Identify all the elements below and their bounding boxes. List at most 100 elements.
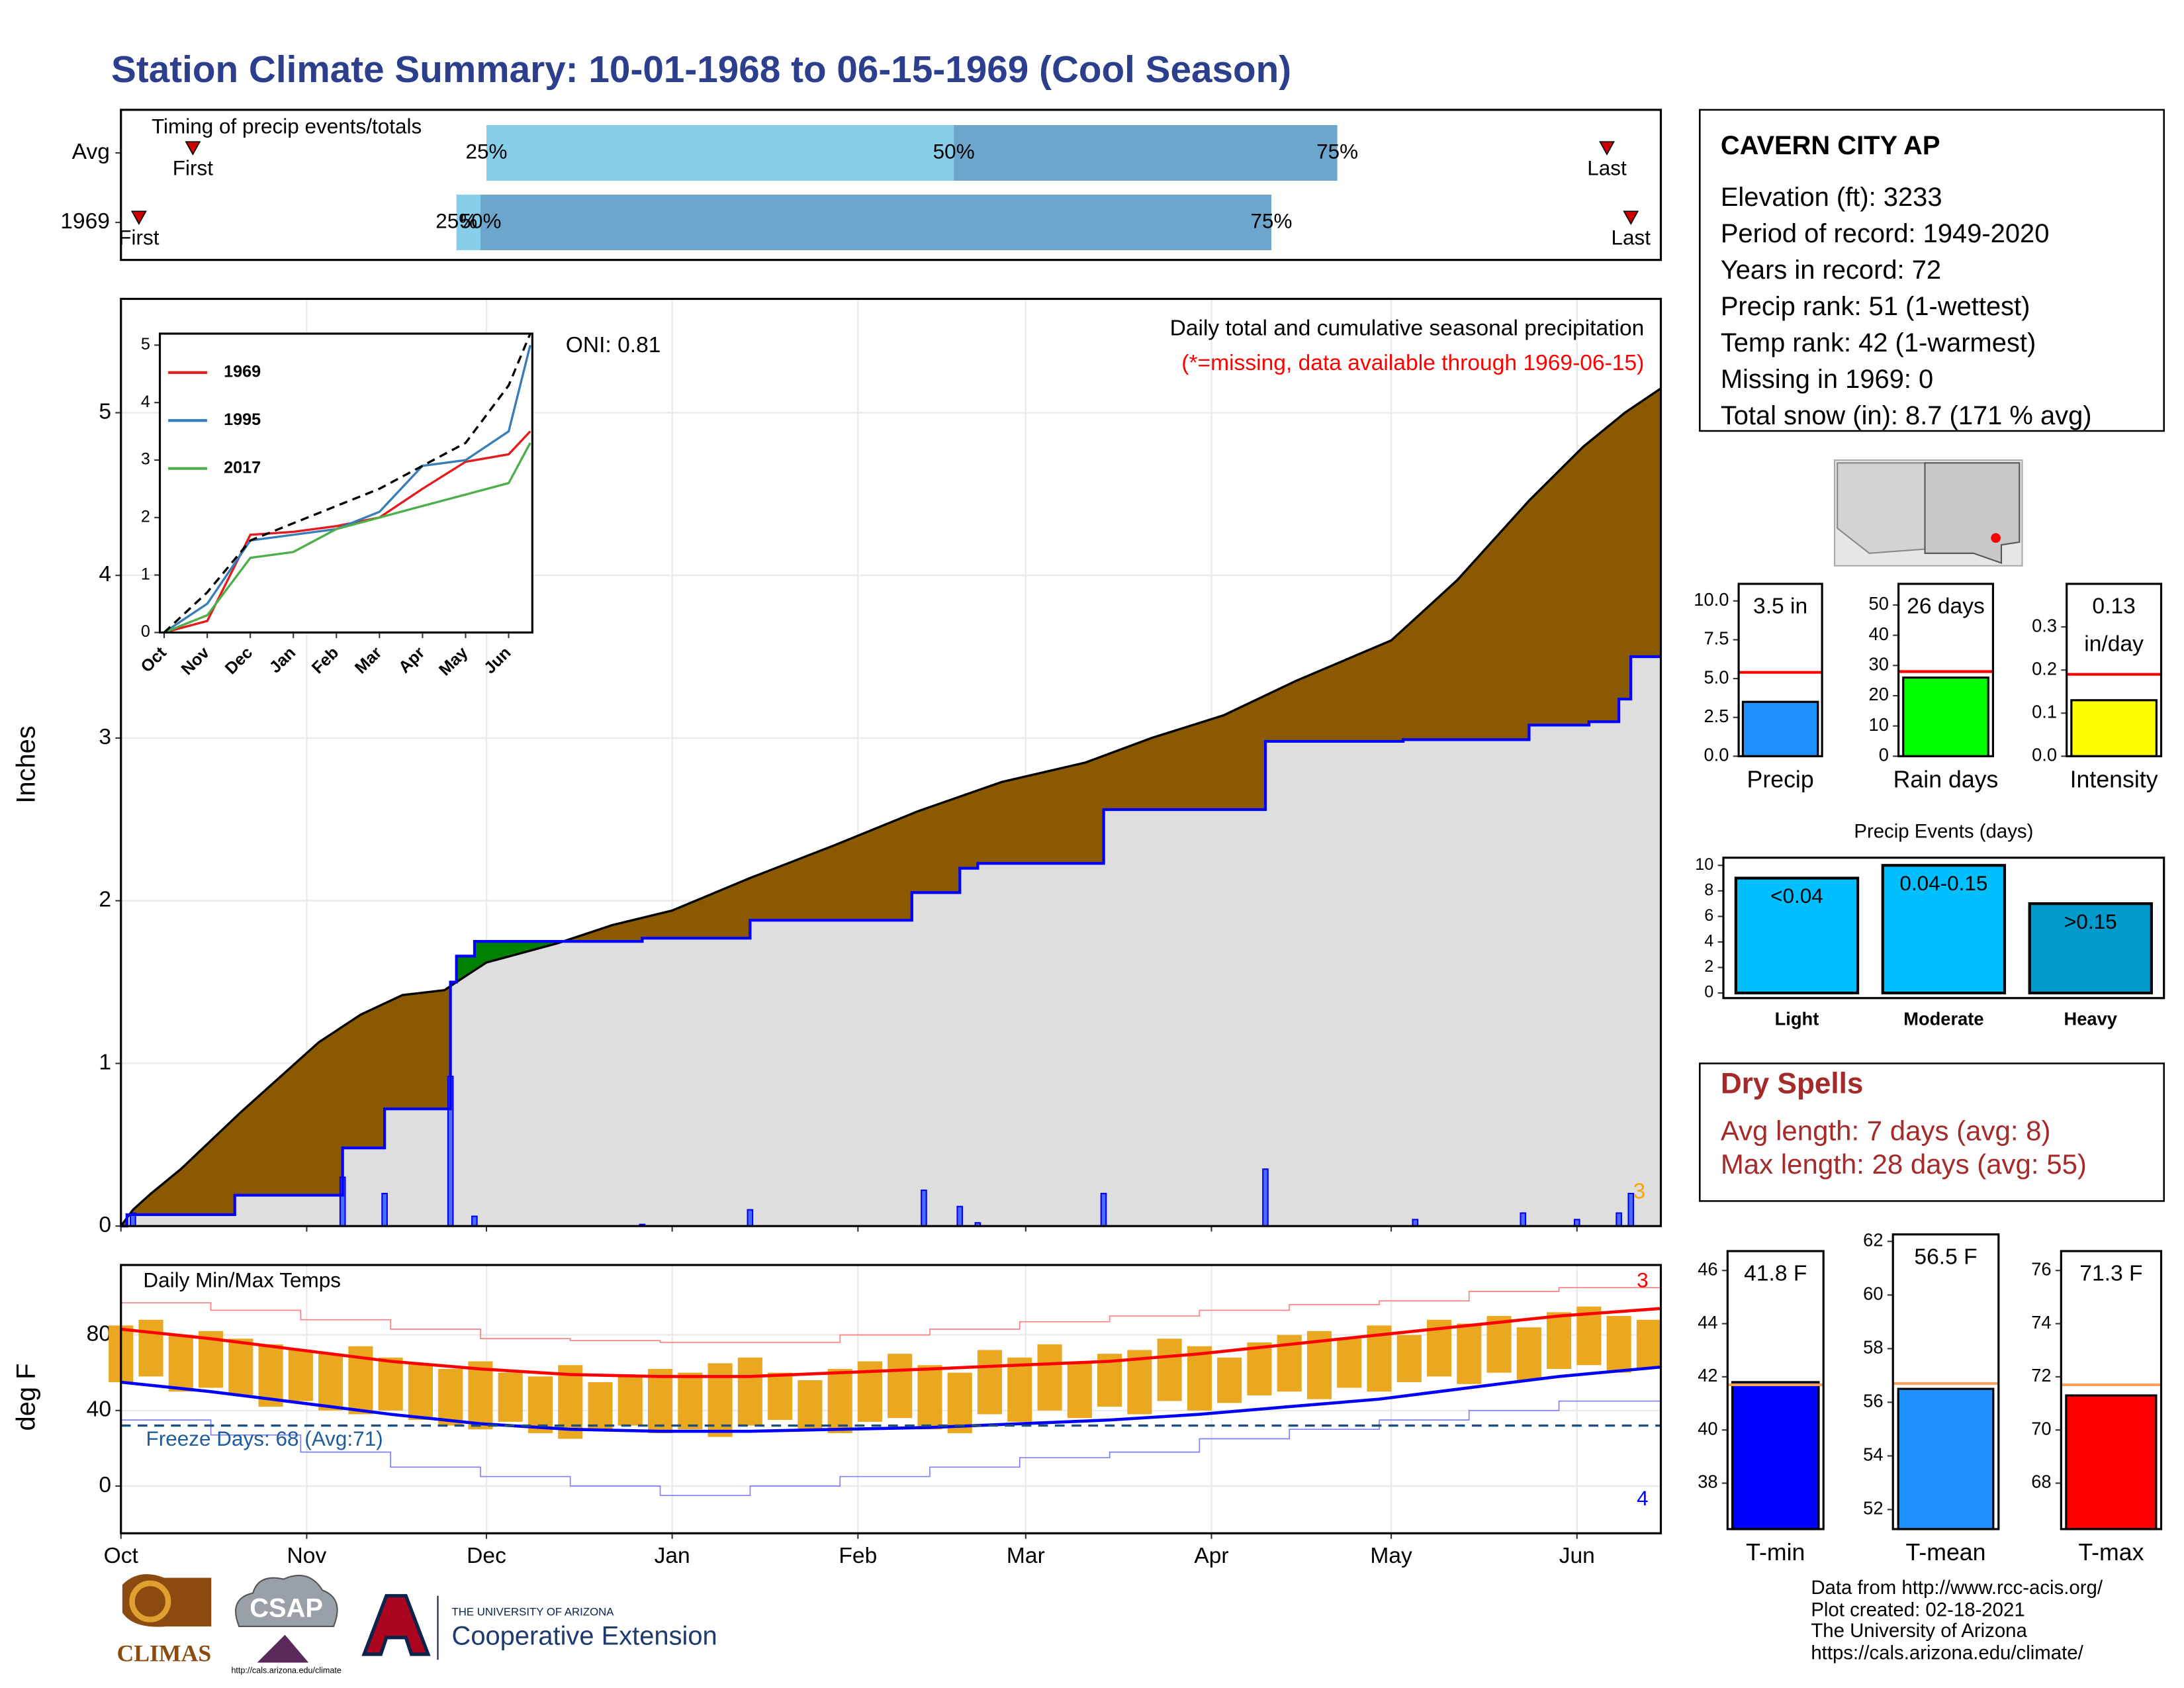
bar <box>2070 699 2158 757</box>
daily-bar <box>956 1205 964 1227</box>
dry-spells-box <box>1699 1062 2165 1202</box>
y-tick-label: 58 <box>1863 1337 1883 1358</box>
value-label: 41.8 F <box>1744 1262 1807 1286</box>
temp-range-bar <box>1217 1357 1242 1403</box>
bar <box>1731 1381 1820 1530</box>
row-label: 1969 <box>60 209 110 234</box>
y-tick-label: 2.5 <box>1704 706 1729 726</box>
legend-label: 1969 <box>224 362 261 381</box>
category-label: Heavy <box>2064 1009 2118 1029</box>
y-tick-label: 70 <box>2031 1418 2051 1438</box>
category-label: Intensity <box>2070 767 2158 793</box>
logo-text: CSAP <box>250 1593 323 1622</box>
y-tick-label: 40 <box>1698 1418 1717 1438</box>
map-state <box>1837 462 1926 554</box>
dry-spells-title: Dry Spells <box>1721 1068 1864 1100</box>
temp-range-bar <box>768 1372 793 1421</box>
y-tick-label: 5.0 <box>1704 667 1729 687</box>
event-marker <box>1623 211 1639 225</box>
temp-range-bar <box>1486 1316 1512 1373</box>
locator-map <box>1833 459 2023 567</box>
y-tick-label: 3 <box>99 725 111 749</box>
y-tick-label: 4 <box>1704 932 1713 951</box>
bar-label: 0.04-0.15 <box>1899 871 1987 895</box>
dry-spells-line: Avg length: 7 days (avg: 8) <box>1721 1115 2051 1147</box>
temp-range-bar <box>1576 1306 1602 1366</box>
y-tick-label: 6 <box>1704 906 1713 925</box>
value-label: 3.5 in <box>1753 594 1807 619</box>
annotation: 3 <box>1633 1180 1646 1204</box>
y-tick-label: 8 <box>1704 880 1713 899</box>
info-line: Precip rank: 51 (1-wettest) <box>1721 292 2030 321</box>
x-tick-label: Nov <box>287 1544 327 1568</box>
category-label: Precip <box>1747 767 1814 793</box>
y-tick-label: 0 <box>99 1473 111 1497</box>
temp-range-bar <box>378 1357 403 1411</box>
bar <box>1897 1387 1995 1530</box>
temp-range-bar <box>827 1368 852 1434</box>
y-tick-label: 80 <box>87 1321 111 1346</box>
temp-line <box>120 1282 1662 1343</box>
bar-label: >0.15 <box>2064 910 2117 933</box>
temp-range-bar <box>438 1368 463 1426</box>
timing-bar <box>486 124 954 181</box>
percentile-label: 75% <box>1251 209 1293 232</box>
y-tick-label: 0.1 <box>2032 701 2057 722</box>
page-title: Station Climate Summary: 10-01-1968 to 0… <box>111 49 1291 91</box>
info-line: Missing in 1969: 0 <box>1721 365 1933 394</box>
annotation: 4 <box>1637 1486 1649 1510</box>
annotation: (*=missing, data available through 1969-… <box>1181 351 1644 375</box>
y-tick-label: 0.3 <box>2032 615 2057 635</box>
annotation: ONI: 0.81 <box>566 333 661 357</box>
y-tick-label: 40 <box>87 1397 111 1422</box>
temp-range-bar <box>498 1372 523 1422</box>
series-line <box>163 442 531 634</box>
chart-title: Daily Min/Max Temps <box>143 1268 341 1291</box>
category-label: T-mean <box>1906 1539 1986 1566</box>
bar <box>2028 902 2153 995</box>
temp-range-bar <box>318 1354 343 1411</box>
temp-range-bar <box>737 1357 762 1426</box>
y-tick-label: 52 <box>1863 1498 1883 1519</box>
percentile-label: 50% <box>933 139 975 163</box>
temp-range-bar <box>887 1354 913 1419</box>
plot-frame <box>2060 1250 2163 1530</box>
y-tick-label: 3 <box>141 450 150 469</box>
credit: https://cals.arizona.edu/climate/ <box>1811 1642 2083 1664</box>
plot-frame <box>120 297 1662 1227</box>
bar <box>1902 677 1989 757</box>
info-line: Temp rank: 42 (1-warmest) <box>1721 328 2036 357</box>
logo-text: http://cals.arizona.edu/climate <box>231 1665 341 1675</box>
y-tick-label: 4 <box>141 393 150 411</box>
temp-range-bar <box>1337 1338 1362 1388</box>
event-marker <box>1599 141 1615 156</box>
y-tick-label: 10 <box>1869 714 1889 735</box>
arizona-a <box>361 1594 431 1656</box>
y-tick-label: 2 <box>141 507 150 526</box>
temp-range-bar <box>797 1380 823 1430</box>
temp-range-bar <box>648 1368 673 1434</box>
category-label: Moderate <box>1903 1009 1983 1029</box>
bar <box>1881 864 2007 995</box>
y-tick-label: 68 <box>2031 1472 2051 1492</box>
plot-frame <box>120 1264 1662 1534</box>
chart-title: Precip Events (days) <box>1854 821 2033 843</box>
y-tick-label: 0 <box>99 1213 111 1237</box>
credit: The University of Arizona <box>1811 1620 2027 1642</box>
season-area <box>120 657 1661 1227</box>
daily-bar <box>1100 1192 1107 1227</box>
unit-label: in/day <box>2084 632 2144 656</box>
value-label: 0.13 <box>2092 594 2135 619</box>
temp-range-bar <box>168 1335 193 1392</box>
y-tick-label: 2 <box>1704 957 1713 976</box>
annotation: Freeze Days: 68 (Avg:71) <box>146 1427 383 1450</box>
y-tick-label: 0.2 <box>2032 658 2057 679</box>
event-marker <box>185 141 201 156</box>
category-label: T-max <box>2078 1539 2144 1566</box>
temp-range-bar <box>947 1372 972 1434</box>
info-line: Elevation (ft): 3233 <box>1721 183 1942 212</box>
temp-range-bar <box>408 1363 433 1421</box>
value-label: 26 days <box>1907 594 1985 619</box>
temp-range-bar <box>917 1365 942 1430</box>
x-tick-label: Apr <box>1194 1544 1228 1568</box>
